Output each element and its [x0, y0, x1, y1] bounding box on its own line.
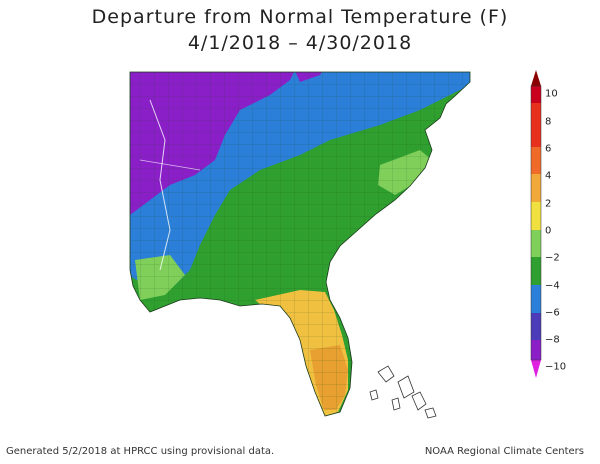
colorbar-tick-label: 0: [545, 225, 552, 237]
bahamas-islands: [369, 365, 437, 419]
map-date-range: 4/1/2018 – 4/30/2018: [187, 32, 413, 54]
colorbar-tick-label: 4: [545, 170, 552, 182]
colorbar-tick-label: 6: [545, 143, 552, 155]
colorbar: [530, 70, 542, 378]
footer-source: NOAA Regional Climate Centers: [424, 446, 584, 457]
colorbar-tick-label: 2: [545, 198, 552, 210]
colorbar-tick-label: 10: [545, 88, 558, 100]
colorbar-tick-label: 8: [545, 116, 552, 128]
footer-generated-note: Generated 5/2/2018 at HPRCC using provis…: [6, 446, 275, 457]
colorbar-tick-label: −4: [545, 280, 560, 292]
colorbar-tick-label: −8: [545, 334, 560, 346]
colorbar-tick-label: −2: [545, 252, 560, 264]
colorbar-tick-label: −10: [545, 361, 567, 373]
map-title: Departure from Normal Temperature (F): [91, 6, 509, 28]
land-regions: [130, 72, 470, 416]
colorbar-tick-label: −6: [545, 307, 560, 319]
